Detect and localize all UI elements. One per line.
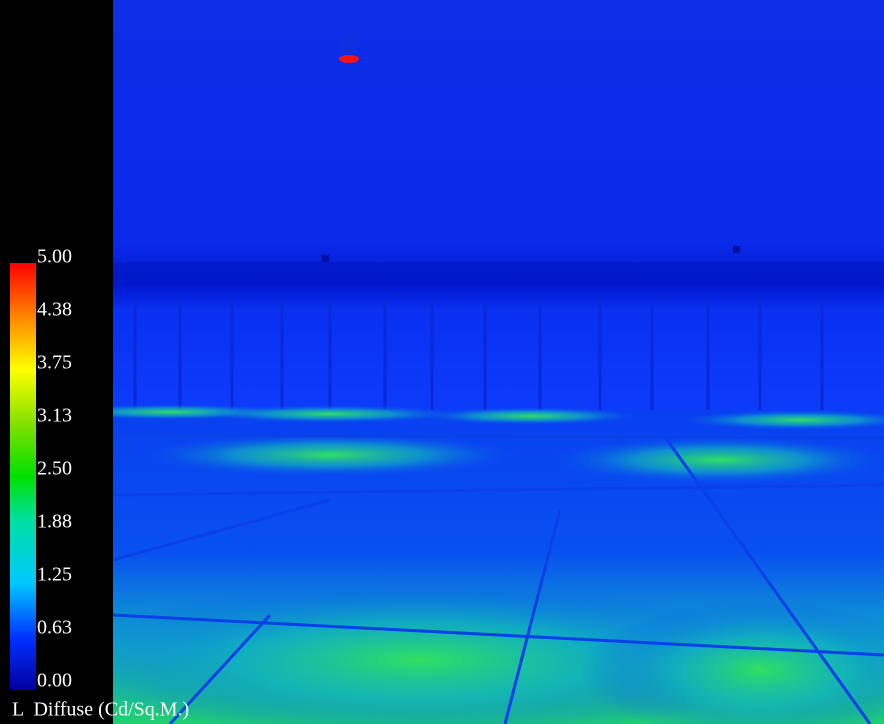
fixture bbox=[733, 246, 740, 253]
luminaire bbox=[340, 36, 358, 58]
color-scale bbox=[10, 263, 36, 690]
legend-tick-label: 0.00 bbox=[37, 670, 72, 692]
legend-tick-label: 1.88 bbox=[37, 511, 72, 533]
legend-tick-label: 2.50 bbox=[37, 458, 72, 480]
light-pool bbox=[200, 405, 460, 423]
legend-tick-label: 1.25 bbox=[37, 564, 72, 586]
scene bbox=[50, 0, 884, 724]
light-pool bbox=[420, 407, 640, 425]
ceiling bbox=[113, 0, 884, 285]
light-pool bbox=[140, 433, 520, 477]
wall bbox=[113, 285, 884, 410]
light-pool bbox=[550, 436, 884, 484]
legend-tick-label: 3.13 bbox=[37, 405, 72, 427]
render-view: 5.00 4.38 3.75 3.13 2.50 1.88 1.25 0.63 0.00 L D… bbox=[0, 0, 884, 724]
legend-tick-label: 3.75 bbox=[37, 352, 72, 374]
fixture bbox=[322, 255, 329, 262]
legend-tick-label: 5.00 bbox=[37, 246, 72, 268]
legend-caption: L Diffuse (Cd/Sq.M.) bbox=[12, 699, 189, 721]
legend-ticks: 5.00 4.38 3.75 3.13 2.50 1.88 1.25 0.63 0.00 bbox=[37, 246, 72, 692]
luminaire-lens bbox=[339, 55, 359, 63]
legend-tick-label: 0.63 bbox=[37, 617, 72, 639]
legend-tick-label: 4.38 bbox=[37, 299, 72, 321]
